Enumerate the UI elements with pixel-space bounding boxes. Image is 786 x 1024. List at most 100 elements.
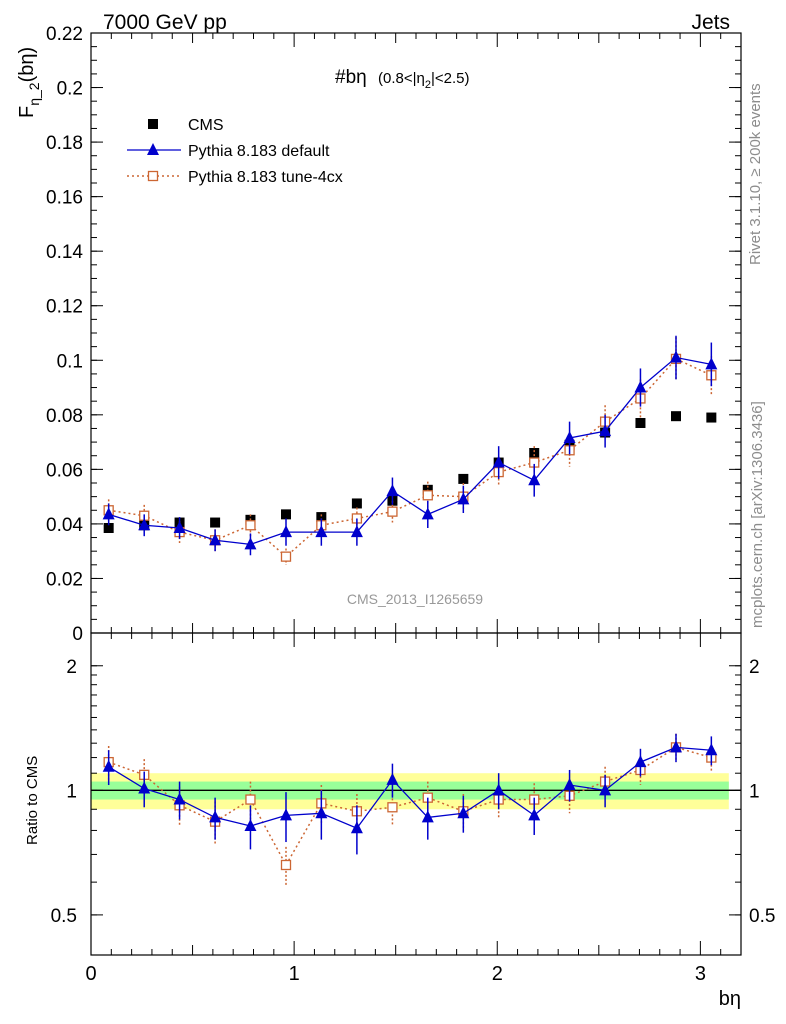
main-point (599, 424, 612, 437)
main-point (280, 525, 292, 538)
y-tick-label: 0.12 (46, 297, 83, 318)
main-point (102, 507, 115, 520)
legend-label: Pythia 8.183 default (188, 143, 330, 160)
ratio-point (280, 859, 292, 871)
y-tick-label: 0.04 (46, 515, 83, 536)
ratio-line-pythia-8-183-default (108, 746, 712, 829)
ratio-point (387, 802, 398, 813)
ratio-point (173, 792, 186, 805)
main-point (421, 507, 434, 520)
ratio-point (350, 821, 363, 834)
main-point (563, 431, 576, 443)
chart-title-range-index: 2 (425, 79, 431, 91)
legend-label: CMS (188, 117, 224, 134)
ratio-point (670, 740, 682, 753)
y-tick-label: 0.1 (57, 351, 83, 372)
mcplots-label: mcplots.cern.ch [arXiv:1306.3436] (749, 401, 766, 628)
main-series-pythia-8-183-tune-4cx (103, 337, 717, 565)
main-point (245, 520, 256, 531)
ratio-y-axis-label: Ratio to CMS (24, 756, 41, 845)
legend-marker (148, 119, 158, 129)
main-point (315, 525, 328, 538)
ratio-tick-label-right: 1 (749, 781, 760, 802)
x-tick-label: 0 (85, 963, 96, 985)
x-tick-label: 1 (289, 963, 300, 985)
main-point (387, 506, 398, 517)
ratio-axis-ticks: 0.5 0.5 1 1 2 2 0 1 2 3 (51, 633, 775, 985)
chart-title-main: #bη (335, 67, 367, 88)
ratio-point (315, 806, 328, 819)
main-series-cms (103, 411, 717, 533)
chart-title: #bη (0.8<|η2|<2.5) (335, 67, 469, 91)
header-category: Jets (691, 11, 730, 34)
ratio-point (244, 818, 257, 831)
x-tick-label: 2 (492, 963, 503, 985)
ratio-series-layer (102, 733, 718, 886)
ratio-point (705, 743, 718, 756)
y-tick-label: 0 (72, 624, 83, 645)
analysis-id-label: CMS_2013_I1265659 (347, 591, 483, 607)
main-point (210, 517, 221, 528)
ratio-frame (90, 632, 742, 956)
x-tick-label: 3 (695, 963, 706, 985)
y-label-main: F (16, 106, 38, 118)
ratio-point (563, 778, 576, 791)
legend-marker (147, 143, 159, 155)
ratio-tick-label: 1 (66, 781, 77, 802)
ratio-point (386, 772, 399, 785)
y-label-sub: η_2 (26, 82, 42, 106)
ratio-point (492, 783, 505, 796)
y-tick-label: 0.08 (46, 406, 83, 427)
main-point (422, 490, 433, 501)
ratio-series-pythia-8-183-tune-4cx (103, 733, 717, 886)
main-line-pythia-8-183-default (108, 356, 712, 546)
ratio-point (457, 806, 470, 819)
x-axis-label: bη (719, 988, 741, 1010)
main-point (635, 418, 646, 428)
main-point (706, 412, 717, 423)
header-energy: 7000 GeV pp (103, 11, 227, 34)
y-tick-label: 0.06 (46, 460, 83, 481)
ratio-point (138, 781, 151, 794)
main-line-pythia-8-183-tune-4cx (108, 357, 712, 558)
main-point (351, 498, 362, 509)
main-y-axis-label: Fη_2(bη) (16, 47, 42, 118)
y-tick-label: 0.02 (46, 569, 83, 590)
ratio-point (209, 810, 222, 823)
ratio-tick-label: 2 (66, 657, 77, 678)
ratio-point (245, 794, 256, 805)
main-series-layer (102, 335, 718, 565)
ratio-point (528, 808, 541, 821)
ratio-tick-label: 0.5 (51, 906, 77, 927)
legend-label: Pythia 8.183 tune-4cx (188, 169, 343, 186)
y-tick-label: 0.2 (57, 79, 83, 100)
main-point (138, 518, 151, 531)
ratio-tick-label-right: 2 (749, 657, 760, 678)
y-tick-label: 0.22 (46, 24, 83, 45)
y-tick-label: 0.14 (46, 242, 83, 263)
main-axis-ticks: 0 0.02 0.04 0.06 0.08 0.1 0.12 0.14 0.16 0.18 0.2 0… (46, 24, 742, 645)
main-point (529, 448, 540, 458)
main-point (173, 521, 186, 533)
chart-title-range-end: |<2.5) (431, 70, 470, 87)
ratio-point (599, 783, 612, 796)
legend: CMS Pythia 8.183 default Pythia 8.183 tune… (127, 117, 343, 186)
ratio-point (102, 759, 115, 772)
main-point (350, 525, 363, 538)
main-point (458, 473, 469, 484)
main-point (634, 380, 647, 393)
main-point (281, 509, 291, 520)
ratio-panel: 0.5 0.5 1 1 2 2 0 1 2 3 Ratio to CMS bη (24, 632, 775, 1010)
ratio-point (421, 810, 434, 823)
main-point (386, 484, 399, 497)
ratio-tick-label-right: 0.5 (749, 906, 775, 927)
main-point (316, 512, 327, 523)
main-point (457, 492, 470, 505)
y-tick-label: 0.16 (46, 188, 83, 209)
y-tick-label: 0.18 (46, 133, 83, 154)
rivet-version-label: Rivet 3.1.10, ≥ 200k events (747, 83, 764, 265)
ratio-series-pythia-8-183-default (102, 733, 718, 855)
ratio-line-pythia-8-183-tune-4cx (108, 746, 712, 867)
chart-title-range: (0.8<|η (378, 70, 425, 87)
